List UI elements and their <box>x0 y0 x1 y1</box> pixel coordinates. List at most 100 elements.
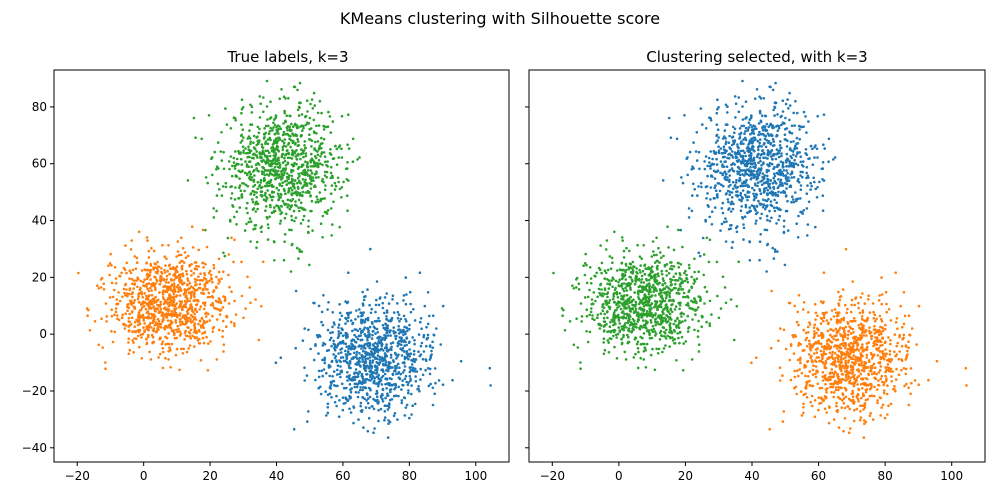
left-point-cluster-2 <box>321 344 325 347</box>
left-point-cluster-0 <box>326 125 330 128</box>
right-point-cluster-1 <box>667 272 671 275</box>
right-point-cluster-1 <box>634 303 638 306</box>
right-point-cluster-1 <box>622 333 625 337</box>
left-point-cluster-0 <box>267 124 270 128</box>
left-point-cluster-1 <box>137 329 140 332</box>
right-point-cluster-0 <box>661 179 665 182</box>
left-point-cluster-2 <box>357 362 360 366</box>
left-point-cluster-0 <box>304 160 307 163</box>
right-point-cluster-1 <box>590 298 594 301</box>
left-point-cluster-0 <box>231 205 235 208</box>
left-point-cluster-2 <box>412 353 416 356</box>
left-point-cluster-2 <box>402 333 405 337</box>
left-point-cluster-2 <box>400 337 403 340</box>
left-point-cluster-2 <box>433 367 437 370</box>
left-point-cluster-2 <box>359 338 363 342</box>
left-point-cluster-2 <box>394 394 398 398</box>
right-point-cluster-1 <box>636 313 639 317</box>
left-point-cluster-2 <box>377 337 381 341</box>
left-point-cluster-2 <box>338 303 341 306</box>
left-point-cluster-2 <box>408 366 412 369</box>
left-point-cluster-2 <box>373 377 377 380</box>
right-point-cluster-0 <box>733 127 737 131</box>
left-point-cluster-1 <box>124 244 127 247</box>
right-point-cluster-0 <box>818 180 821 184</box>
left-point-cluster-1 <box>206 369 210 372</box>
left-point-cluster-0 <box>289 139 293 142</box>
left-point-cluster-2 <box>424 359 428 363</box>
right-point-cluster-0 <box>754 163 757 167</box>
right-point-cluster-1 <box>686 314 690 318</box>
left-point-cluster-0 <box>228 167 231 171</box>
right-point-cluster-0 <box>710 163 713 167</box>
right-point-cluster-0 <box>770 216 773 220</box>
right-point-cluster-0 <box>738 152 741 156</box>
left-point-cluster-2 <box>413 370 417 373</box>
right-point-cluster-0 <box>756 169 760 172</box>
right-point-cluster-1 <box>647 274 651 277</box>
left-point-cluster-0 <box>283 240 286 243</box>
left-point-cluster-2 <box>306 420 309 423</box>
right-point-cluster-0 <box>742 124 746 128</box>
right-point-cluster-1 <box>596 316 599 320</box>
right-point-cluster-0 <box>723 171 726 174</box>
right-point-cluster-1 <box>677 228 680 232</box>
right-point-cluster-0 <box>761 149 765 152</box>
right-point-cluster-0 <box>777 124 781 128</box>
left-point-cluster-2 <box>372 329 375 333</box>
left-point-cluster-0 <box>253 152 256 156</box>
left-point-cluster-0 <box>248 137 252 140</box>
left-point-cluster-0 <box>274 153 278 157</box>
right-point-cluster-1 <box>705 290 709 294</box>
right-point-cluster-0 <box>739 191 743 195</box>
right-point-cluster-0 <box>811 147 814 151</box>
right-point-cluster-1 <box>721 275 725 279</box>
left-point-cluster-1 <box>167 323 171 327</box>
right-point-cluster-0 <box>805 192 809 195</box>
left-point-cluster-0 <box>245 207 248 210</box>
left-point-cluster-2 <box>387 302 391 305</box>
left-point-cluster-1 <box>194 299 197 302</box>
right-point-cluster-0 <box>754 166 757 169</box>
right-point-cluster-0 <box>724 103 728 107</box>
right-point-cluster-1 <box>595 271 598 275</box>
left-point-cluster-2 <box>292 427 296 431</box>
right-point-cluster-1 <box>634 336 637 340</box>
right-point-cluster-0 <box>772 126 776 129</box>
right-point-cluster-0 <box>704 220 707 223</box>
right-point-cluster-0 <box>798 128 801 131</box>
left-point-cluster-1 <box>190 314 193 317</box>
left-point-cluster-1 <box>207 291 211 295</box>
right-point-cluster-1 <box>639 299 643 302</box>
left-point-cluster-1 <box>201 288 205 292</box>
left-point-cluster-0 <box>283 180 287 183</box>
left-point-cluster-2 <box>366 397 370 400</box>
right-point-cluster-1 <box>686 280 690 284</box>
left-point-cluster-0 <box>309 165 313 168</box>
right-point-cluster-1 <box>683 271 686 275</box>
right-point-cluster-0 <box>813 180 816 184</box>
right-point-cluster-1 <box>697 350 701 353</box>
left-point-cluster-1 <box>147 256 151 259</box>
right-point-cluster-1 <box>628 262 632 266</box>
left-point-cluster-2 <box>370 370 374 374</box>
left-point-cluster-1 <box>170 296 174 299</box>
left-point-cluster-0 <box>234 186 237 189</box>
left-point-cluster-2 <box>439 343 443 346</box>
left-point-cluster-2 <box>323 358 326 361</box>
right-point-cluster-0 <box>755 176 759 179</box>
left-point-cluster-0 <box>292 85 296 88</box>
left-point-cluster-2 <box>389 353 393 357</box>
left-point-cluster-0 <box>281 152 285 156</box>
left-point-cluster-2 <box>352 351 356 355</box>
left-point-cluster-2 <box>385 378 389 381</box>
left-point-cluster-2 <box>332 339 335 343</box>
right-point-cluster-1 <box>673 330 676 333</box>
left-point-cluster-0 <box>317 158 321 162</box>
right-point-cluster-1 <box>636 366 640 370</box>
right-point-cluster-1 <box>606 310 609 313</box>
left-point-cluster-1 <box>208 319 212 322</box>
left-point-cluster-0 <box>249 193 252 196</box>
left-point-cluster-0 <box>299 201 303 204</box>
right-point-cluster-1 <box>586 295 590 299</box>
